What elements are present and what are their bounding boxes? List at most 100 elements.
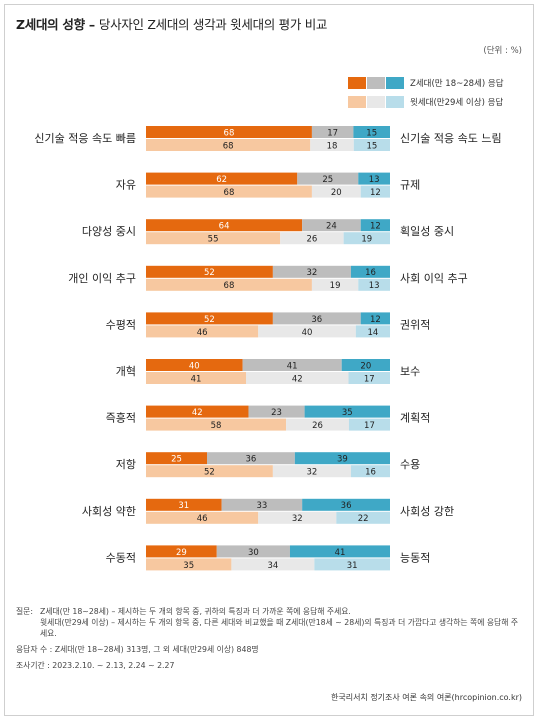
older-bar-segment-5-1 — [246, 372, 349, 384]
z-bar-value-label-2-1: 24 — [326, 222, 337, 232]
older-bar-segment-3-1 — [311, 278, 359, 291]
footnote-question-older-text: 윗세대(만29세 이상) – 제시하는 두 개의 항목 중, 다른 세대와 비교… — [40, 618, 519, 638]
older-bar-segment-2-0 — [146, 232, 281, 245]
legend-swatch-z-right — [386, 77, 404, 89]
older-bar-value-label-6-0: 58 — [211, 421, 222, 431]
z-bar-value-label-4-0: 52 — [204, 315, 215, 325]
z-bar-value-label-5-0: 40 — [189, 361, 200, 371]
chart-title: Z세대의 성향 – 당사자인 Z세대의 생각과 윗세대의 평가 비교 — [16, 14, 327, 33]
footnote: 질문: Z세대(만 18~28세) – 제시하는 두 개의 항목 중, 귀하의 … — [16, 606, 524, 671]
footnote-sample: 응답자 수 : Z세대(만 18~28세) 313명, 그 외 세대(만29세 … — [16, 645, 259, 654]
category-right-label-4: 권위적 — [400, 318, 430, 331]
z-bar-value-label-1-1: 25 — [322, 175, 333, 185]
older-bar-segment-5-0 — [146, 372, 247, 384]
footnote-period: 조사기간 : 2023.2.10. ~ 2.13, 2.24 ~ 2.27 — [16, 661, 175, 670]
z-bar-value-label-2-0: 64 — [219, 222, 230, 232]
z-bar-segment-6-1 — [248, 405, 305, 418]
category-right-label-2: 획일성 중시 — [400, 224, 454, 238]
legend-swatch-z-left — [348, 77, 366, 89]
older-bar-segment-1-1 — [311, 185, 361, 198]
z-bar-value-label-6-0: 42 — [192, 408, 203, 418]
z-bar-segment-2-1 — [302, 219, 361, 232]
legend-older: 윗세대(만29세 이상) 응답 — [348, 95, 504, 109]
older-bar-value-label-2-0: 55 — [208, 235, 219, 245]
older-bar-segment-1-0 — [146, 185, 312, 198]
footnote-question-older: 윗세대(만29세 이상) – 제시하는 두 개의 항목 중, 다른 세대와 비교… — [16, 617, 524, 639]
z-bar-value-label-3-1: 32 — [307, 268, 318, 278]
category-right-label-3: 사회 이익 추구 — [400, 272, 468, 285]
z-bar-value-label-6-1: 23 — [271, 408, 282, 418]
older-bar-segment-2-2 — [343, 232, 390, 245]
older-bar-value-label-1-1: 20 — [331, 188, 342, 198]
older-bar-value-label-8-0: 46 — [197, 514, 208, 524]
z-bar-segment-3-1 — [272, 265, 351, 278]
z-bar-value-label-2-2: 12 — [370, 222, 381, 232]
z-bar-value-label-3-2: 16 — [365, 268, 376, 278]
z-bar-segment-5-2 — [341, 359, 390, 371]
z-bar-segment-7-2 — [294, 452, 390, 465]
legend-swatch-z-mid — [367, 77, 385, 89]
legend-swatch-older-right — [386, 96, 404, 108]
older-bar-value-label-4-1: 40 — [302, 328, 313, 338]
older-bar-segment-0-2 — [353, 139, 390, 151]
older-bar-value-label-3-1: 19 — [330, 281, 341, 291]
z-bar-value-label-8-0: 31 — [178, 501, 189, 511]
source-credit: 한국리서치 정기조사 여론 속의 여론(hrcopinion.co.kr) — [330, 693, 522, 702]
older-bar-segment-9-1 — [231, 558, 315, 571]
older-bar-segment-8-2 — [336, 511, 390, 524]
z-bar-value-label-0-1: 17 — [327, 128, 338, 138]
older-bar-segment-9-2 — [314, 558, 390, 571]
older-bar-segment-8-1 — [258, 511, 337, 524]
z-bar-segment-9-2 — [289, 545, 390, 558]
z-bar-value-label-7-1: 36 — [246, 455, 257, 465]
older-bar-value-label-5-2: 17 — [364, 374, 375, 384]
category-left-label-8: 사회성 약한 — [82, 504, 136, 518]
z-bar-segment-9-0 — [146, 545, 217, 558]
z-bar-segment-5-1 — [242, 359, 342, 371]
legend-swatch-older-left — [348, 96, 366, 108]
older-bar-segment-5-2 — [348, 372, 390, 384]
older-bar-value-label-9-1: 34 — [267, 561, 278, 571]
z-bar-segment-7-0 — [146, 452, 207, 465]
z-bar-value-label-0-2: 15 — [366, 128, 377, 138]
z-bar-segment-0-2 — [353, 126, 390, 138]
z-bar-segment-8-1 — [221, 498, 303, 511]
category-left-label-5: 개혁 — [116, 365, 136, 378]
z-bar-segment-1-1 — [297, 172, 359, 185]
z-bar-value-label-4-1: 36 — [311, 315, 322, 325]
older-bar-segment-6-2 — [348, 418, 390, 431]
older-bar-segment-4-1 — [258, 325, 356, 338]
older-bar-value-label-3-2: 13 — [369, 281, 380, 291]
z-bar-segment-0-1 — [311, 126, 354, 138]
older-bar-value-label-0-0: 68 — [223, 141, 234, 151]
category-right-label-1: 규제 — [400, 179, 420, 192]
older-bar-segment-7-2 — [350, 465, 390, 478]
older-bar-segment-0-0 — [146, 139, 311, 151]
older-bar-value-label-1-0: 68 — [224, 188, 235, 198]
z-bar-value-label-7-2: 39 — [337, 455, 348, 465]
older-bar-segment-4-0 — [146, 325, 259, 338]
title-subtitle: 당사자인 Z세대의 생각과 윗세대의 평가 비교 — [98, 17, 328, 32]
older-bar-segment-1-2 — [360, 185, 390, 198]
z-bar-value-label-3-0: 52 — [204, 268, 215, 278]
z-bar-segment-8-2 — [302, 498, 390, 511]
z-bar-segment-7-1 — [207, 452, 295, 465]
older-bar-value-label-8-2: 22 — [358, 514, 369, 524]
z-bar-value-label-8-1: 33 — [256, 501, 267, 511]
legend-label-z: Z세대(만 18~28세) 응답 — [410, 79, 504, 89]
older-bar-segment-6-1 — [286, 418, 349, 431]
category-right-label-9: 능동적 — [400, 551, 430, 564]
older-bar-value-label-4-2: 14 — [368, 328, 379, 338]
z-bar-segment-3-2 — [350, 265, 390, 278]
z-bar-value-label-9-0: 29 — [176, 548, 187, 558]
z-bar-segment-1-0 — [146, 172, 298, 185]
category-left-label-4: 수평적 — [106, 318, 136, 331]
older-bar-value-label-9-0: 35 — [183, 561, 194, 571]
older-bar-segment-7-0 — [146, 465, 273, 478]
z-bar-segment-0-0 — [146, 126, 312, 138]
category-left-label-2: 다양성 중시 — [82, 225, 136, 238]
older-bar-value-label-6-1: 26 — [312, 421, 323, 431]
older-bar-segment-3-2 — [358, 278, 390, 291]
older-bar-value-label-2-2: 19 — [361, 235, 372, 245]
legend-z: Z세대(만 18~28세) 응답 — [348, 76, 504, 90]
